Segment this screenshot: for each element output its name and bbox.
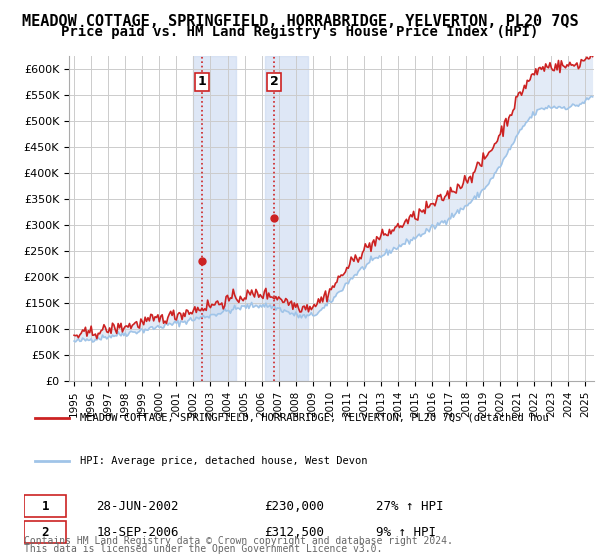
Text: 28-JUN-2002: 28-JUN-2002 xyxy=(97,500,179,512)
Text: 1: 1 xyxy=(41,500,49,512)
Text: This data is licensed under the Open Government Licence v3.0.: This data is licensed under the Open Gov… xyxy=(24,544,382,554)
Text: 1: 1 xyxy=(197,76,206,88)
Text: 27% ↑ HPI: 27% ↑ HPI xyxy=(376,500,443,512)
Text: 2: 2 xyxy=(269,76,278,88)
FancyBboxPatch shape xyxy=(24,495,66,517)
Bar xyxy=(265,56,308,381)
Text: Contains HM Land Registry data © Crown copyright and database right 2024.: Contains HM Land Registry data © Crown c… xyxy=(24,536,453,546)
Text: MEADOW COTTAGE, SPRINGFIELD, HORRABRIDGE, YELVERTON, PL20 7QS (detached hou: MEADOW COTTAGE, SPRINGFIELD, HORRABRIDGE… xyxy=(80,413,548,423)
Text: 18-SEP-2006: 18-SEP-2006 xyxy=(97,525,179,539)
Text: £312,500: £312,500 xyxy=(264,525,324,539)
Text: Price paid vs. HM Land Registry's House Price Index (HPI): Price paid vs. HM Land Registry's House … xyxy=(61,25,539,39)
Text: 2: 2 xyxy=(41,525,49,539)
Text: £230,000: £230,000 xyxy=(264,500,324,512)
Text: 9% ↑ HPI: 9% ↑ HPI xyxy=(376,525,436,539)
Text: HPI: Average price, detached house, West Devon: HPI: Average price, detached house, West… xyxy=(80,456,367,466)
FancyBboxPatch shape xyxy=(24,521,66,543)
Bar xyxy=(193,56,236,381)
Text: MEADOW COTTAGE, SPRINGFIELD, HORRABRIDGE, YELVERTON, PL20 7QS: MEADOW COTTAGE, SPRINGFIELD, HORRABRIDGE… xyxy=(22,14,578,29)
